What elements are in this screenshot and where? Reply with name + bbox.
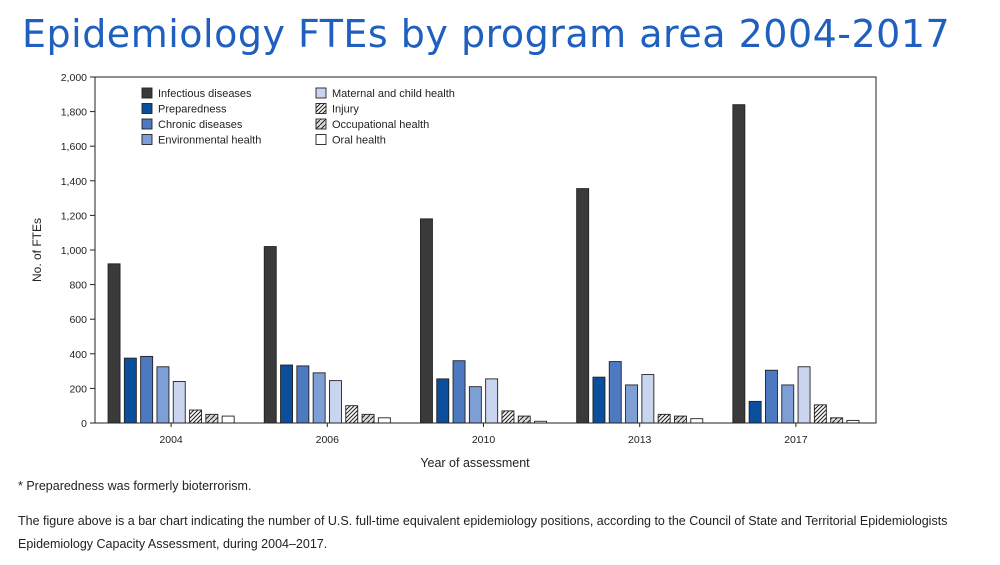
bar-environmental-health-2013	[625, 384, 638, 424]
legend-label: Chronic diseases	[158, 119, 243, 131]
legend-swatch	[141, 134, 153, 145]
bar-preparedness-2017	[748, 400, 762, 424]
bar-infectious-diseases-2006	[263, 246, 277, 424]
legend-swatch	[141, 118, 153, 130]
legend-label: Injury	[332, 104, 359, 116]
bar-injury-2006	[345, 405, 359, 424]
bar-environmental-health-2010	[468, 386, 482, 424]
y-tick-label: 1,400	[61, 176, 87, 188]
bar-environmental-health-2017	[781, 384, 795, 424]
bar-injury-2010	[501, 410, 515, 424]
bar-occupational-health-2010	[517, 415, 531, 424]
y-tick-label: 0	[81, 418, 87, 430]
bar-injury-2013	[657, 413, 671, 424]
bar-chronic-diseases-2013	[608, 361, 622, 424]
bar-environmental-health-2006	[312, 372, 326, 424]
legend-swatch	[315, 103, 327, 114]
legend-swatch	[315, 87, 327, 99]
x-axis: 2004 2006 2010 2013 2017	[159, 423, 808, 446]
bar-maternal-and-child-health-2004	[172, 381, 186, 424]
y-tick-label: 1,000	[61, 245, 87, 257]
x-tick-label: 2017	[784, 434, 808, 446]
legend-swatch	[315, 134, 327, 145]
bar-oral-health-2006	[377, 417, 391, 424]
y-tick-label: 1,800	[61, 107, 87, 119]
legend-swatch	[141, 103, 153, 114]
bar-infectious-diseases-2013	[576, 188, 590, 424]
y-tick-label: 2,000	[61, 72, 87, 84]
y-tick-label: 1,600	[61, 141, 87, 153]
bar-injury-2004	[189, 409, 203, 424]
bar-occupational-health-2013	[674, 415, 687, 424]
bar-preparedness-2006	[280, 364, 293, 424]
page-title: Epidemiology FTEs by program area 2004-2…	[22, 12, 951, 56]
bar-maternal-and-child-health-2017	[797, 366, 811, 424]
legend-label: Preparedness	[158, 104, 227, 116]
y-tick-label: 1,200	[61, 210, 87, 222]
y-tick-label: 200	[69, 383, 87, 395]
bar-preparedness-2010	[436, 378, 450, 424]
bar-infectious-diseases-2010	[420, 218, 433, 424]
bar-maternal-and-child-health-2010	[485, 378, 499, 424]
bar-occupational-health-2006	[361, 413, 375, 424]
bar-oral-health-2013	[690, 418, 704, 424]
y-tick-label: 800	[69, 280, 87, 292]
bar-oral-health-2004	[221, 415, 235, 424]
legend-swatch	[141, 87, 153, 99]
legend: Infectious diseases Preparedness Chronic d…	[141, 87, 455, 147]
bar-infectious-diseases-2017	[732, 104, 746, 424]
bar-maternal-and-child-health-2006	[329, 380, 342, 424]
y-axis-label: No. of FTEs	[30, 218, 44, 282]
legend-label: Oral health	[332, 135, 386, 147]
x-axis-label: Year of assessment	[420, 456, 530, 470]
y-tick-label: 400	[69, 349, 87, 361]
legend-swatch	[315, 118, 327, 130]
bar-maternal-and-child-health-2013	[641, 374, 655, 424]
plot-frame	[94, 76, 877, 424]
caption: The figure above is a bar chart indicati…	[18, 514, 948, 551]
bar-chronic-diseases-2004	[140, 355, 154, 424]
bar-occupational-health-2017	[830, 417, 844, 424]
bar-infectious-diseases-2004	[107, 263, 121, 424]
bar-chronic-diseases-2010	[452, 360, 466, 424]
legend-label: Occupational health	[332, 119, 429, 131]
bar-injury-2017	[813, 404, 827, 424]
footnote: * Preparedness was formerly bioterrorism…	[18, 479, 252, 493]
y-axis: 0 200 400 600 800 1,000 1,200 1,400 1,600 1,800 2,…	[61, 72, 95, 430]
bars-group	[107, 104, 860, 424]
bar-chart: 0 200 400 600 800 1,000 1,200 1,400 1,600 1,800 2,…	[30, 72, 877, 470]
bar-preparedness-2013	[592, 376, 606, 424]
y-tick-label: 600	[69, 314, 87, 326]
bar-occupational-health-2004	[205, 413, 219, 424]
x-tick-label: 2006	[316, 434, 340, 446]
legend-label: Maternal and child health	[332, 88, 455, 100]
x-tick-label: 2004	[159, 434, 183, 446]
bar-preparedness-2004	[123, 357, 137, 424]
bar-environmental-health-2004	[156, 366, 170, 424]
bar-chronic-diseases-2006	[296, 365, 310, 424]
x-tick-label: 2010	[472, 434, 496, 446]
bar-chronic-diseases-2017	[765, 369, 778, 424]
x-tick-label: 2013	[628, 434, 652, 446]
legend-label: Infectious diseases	[158, 88, 252, 100]
legend-label: Environmental health	[158, 135, 261, 147]
